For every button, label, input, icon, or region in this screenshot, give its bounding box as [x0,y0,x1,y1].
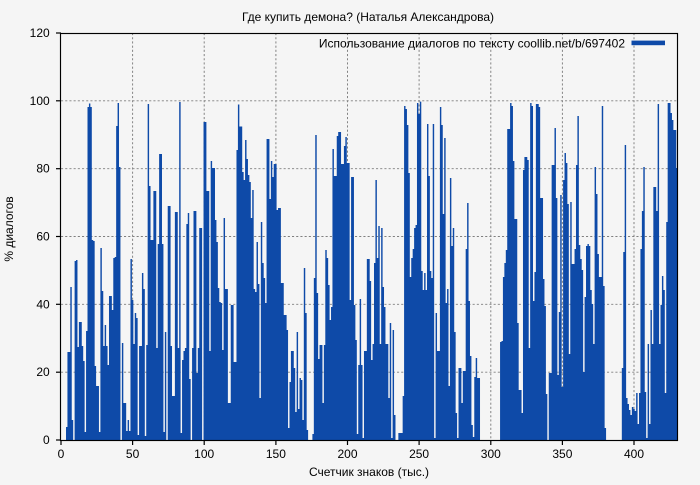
svg-text:Использование диалогов по текс: Использование диалогов по тексту coollib… [319,37,625,51]
svg-text:40: 40 [36,297,50,311]
svg-text:400: 400 [624,447,644,461]
svg-text:60: 60 [36,230,50,244]
svg-text:Где купить демона? (Наталья Ал: Где купить демона? (Наталья Александрова… [242,10,494,24]
svg-text:20: 20 [36,365,50,379]
svg-text:50: 50 [126,447,140,461]
svg-text:200: 200 [337,447,357,461]
svg-text:250: 250 [409,447,429,461]
svg-text:300: 300 [481,447,501,461]
svg-text:% диалогов: % диалогов [2,196,16,261]
svg-text:150: 150 [266,447,286,461]
svg-text:100: 100 [194,447,214,461]
svg-text:0: 0 [58,447,65,461]
svg-text:120: 120 [30,26,50,40]
svg-text:0: 0 [43,433,50,447]
svg-text:100: 100 [30,94,50,108]
svg-text:80: 80 [36,162,50,176]
svg-text:Счетчик знаков (тыс.): Счетчик знаков (тыс.) [309,465,429,479]
svg-text:350: 350 [552,447,572,461]
